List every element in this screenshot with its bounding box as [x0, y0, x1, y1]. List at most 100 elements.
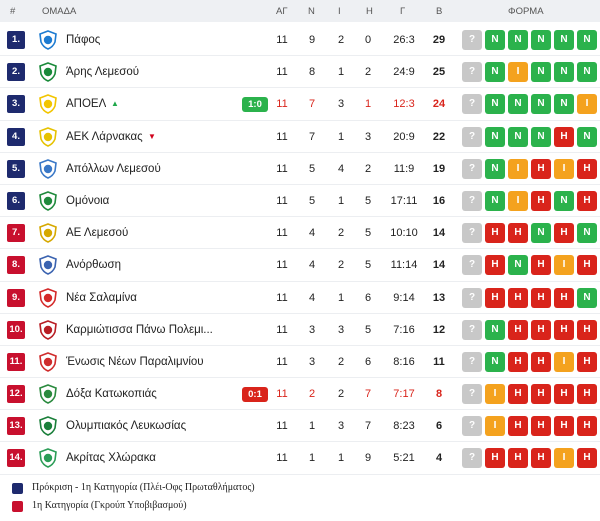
next-match-badge[interactable]: ? — [462, 255, 482, 276]
form-result-badge[interactable]: H — [554, 416, 574, 437]
form-result-badge[interactable]: N — [577, 126, 597, 147]
form-result-badge[interactable]: N — [554, 94, 574, 115]
form-result-badge[interactable]: N — [508, 255, 528, 276]
team-name[interactable]: Άρης Λεμεσού — [66, 66, 140, 79]
form-result-badge[interactable]: H — [508, 223, 528, 244]
form-result-badge[interactable]: H — [485, 255, 505, 276]
next-match-badge[interactable]: ? — [462, 351, 482, 372]
header-team[interactable]: ΟΜΑΔΑ — [42, 6, 77, 17]
table-row[interactable]: 4. ΑΕΚ Λάρνακας ▼ 11 7 1 3 20:9 22? N N N H N — [0, 121, 600, 153]
table-row[interactable]: 1. Πάφος 11 9 2 0 26:3 29? N N N N N — [0, 24, 600, 57]
form-result-badge[interactable]: N — [485, 319, 505, 340]
form-result-badge[interactable]: I — [577, 94, 597, 115]
header-draws[interactable]: Ι — [338, 6, 341, 17]
form-result-badge[interactable]: N — [485, 62, 505, 83]
live-score-badge[interactable]: 1:0 — [242, 97, 268, 113]
form-result-badge[interactable]: I — [508, 62, 528, 83]
live-score-badge[interactable]: 0:1 — [242, 387, 268, 403]
form-result-badge[interactable]: H — [531, 319, 551, 340]
form-result-badge[interactable]: H — [531, 287, 551, 308]
next-match-badge[interactable]: ? — [462, 126, 482, 147]
form-result-badge[interactable]: H — [554, 287, 574, 308]
next-match-badge[interactable]: ? — [462, 62, 482, 83]
next-match-badge[interactable]: ? — [462, 384, 482, 405]
table-row[interactable]: 11. Ένωσις Νέων Παραλιμνίου 11 3 2 6 8:16 11? N H… — [0, 346, 600, 379]
form-result-badge[interactable]: H — [577, 190, 597, 211]
next-match-badge[interactable]: ? — [462, 190, 482, 211]
form-result-badge[interactable]: I — [508, 158, 528, 179]
table-row[interactable]: 9. Νέα Σαλαμίνα 11 4 1 6 9:14 13? H H H H N — [0, 282, 600, 314]
form-result-badge[interactable]: N — [485, 158, 505, 179]
form-result-badge[interactable]: H — [577, 319, 597, 340]
form-result-badge[interactable]: H — [485, 223, 505, 244]
next-match-badge[interactable]: ? — [462, 448, 482, 469]
form-result-badge[interactable]: N — [554, 190, 574, 211]
table-row[interactable]: 5. Απόλλων Λεμεσού 11 5 4 2 11:9 19? N I H I H — [0, 153, 600, 185]
form-result-badge[interactable]: H — [508, 319, 528, 340]
form-result-badge[interactable]: N — [554, 62, 574, 83]
form-result-badge[interactable]: H — [531, 158, 551, 179]
form-result-badge[interactable]: N — [485, 30, 505, 50]
next-match-badge[interactable]: ? — [462, 30, 482, 50]
header-played[interactable]: ΑΓ — [276, 6, 288, 17]
team-name[interactable]: Πάφος — [66, 34, 101, 46]
team-name[interactable]: Απόλλων Λεμεσού — [66, 162, 161, 175]
next-match-badge[interactable]: ? — [462, 416, 482, 437]
form-result-badge[interactable]: H — [531, 448, 551, 469]
team-name[interactable]: Ολυμπιακός Λευκωσίας — [66, 420, 187, 433]
form-result-badge[interactable]: H — [531, 255, 551, 276]
header-losses[interactable]: Η — [366, 6, 373, 17]
form-result-badge[interactable]: I — [508, 190, 528, 211]
table-row[interactable]: 7. ΑΕ Λεμεσού 11 4 2 5 10:10 14? H H N H N — [0, 217, 600, 250]
form-result-badge[interactable]: N — [554, 30, 574, 50]
next-match-badge[interactable]: ? — [462, 287, 482, 308]
form-result-badge[interactable]: H — [577, 384, 597, 405]
form-result-badge[interactable]: N — [531, 62, 551, 83]
form-result-badge[interactable]: N — [531, 30, 551, 50]
next-match-badge[interactable]: ? — [462, 223, 482, 244]
team-name[interactable]: ΑΕΚ Λάρνακας — [66, 130, 143, 143]
form-result-badge[interactable]: I — [554, 351, 574, 372]
form-result-badge[interactable]: H — [554, 319, 574, 340]
form-result-badge[interactable]: N — [531, 94, 551, 115]
form-result-badge[interactable]: I — [485, 384, 505, 405]
form-result-badge[interactable]: H — [554, 384, 574, 405]
table-row[interactable]: 13. Ολυμπιακός Λευκωσίας 11 1 3 7 8:23 6? I H H H H — [0, 410, 600, 443]
team-name[interactable]: Ένωσις Νέων Παραλιμνίου — [66, 355, 204, 368]
form-result-badge[interactable]: H — [577, 416, 597, 437]
form-result-badge[interactable]: H — [577, 255, 597, 276]
table-row[interactable]: 6. Ομόνοια 11 5 1 5 17:11 16? N I H N H — [0, 185, 600, 218]
form-result-badge[interactable]: H — [508, 416, 528, 437]
table-row[interactable]: 12. Δόξα Κατωκοπιάς 0:1 11 2 2 7 7:17 8? I H H H H — [0, 378, 600, 411]
form-result-badge[interactable]: H — [531, 416, 551, 437]
team-name[interactable]: Ομόνοια — [66, 194, 110, 207]
form-result-badge[interactable]: I — [554, 255, 574, 276]
form-result-badge[interactable]: H — [508, 287, 528, 308]
next-match-badge[interactable]: ? — [462, 319, 482, 340]
form-result-badge[interactable]: H — [508, 384, 528, 405]
form-result-badge[interactable]: N — [485, 351, 505, 372]
table-row[interactable]: 8. Ανόρθωση 11 4 2 5 11:14 14? H N H I H — [0, 249, 600, 282]
team-name[interactable]: Νέα Σαλαμίνα — [66, 291, 137, 304]
form-result-badge[interactable]: N — [508, 94, 528, 115]
form-result-badge[interactable]: N — [485, 94, 505, 115]
form-result-badge[interactable]: H — [577, 351, 597, 372]
form-result-badge[interactable]: N — [508, 30, 528, 50]
form-result-badge[interactable]: N — [577, 223, 597, 244]
form-result-badge[interactable]: H — [485, 448, 505, 469]
team-name[interactable]: Ακρίτας Χλώρακα — [66, 452, 156, 465]
team-name[interactable]: ΑΠΟΕΛ — [66, 98, 107, 111]
form-result-badge[interactable]: H — [531, 190, 551, 211]
team-name[interactable]: Ανόρθωση — [66, 259, 122, 272]
form-result-badge[interactable]: H — [554, 126, 574, 147]
next-match-badge[interactable]: ? — [462, 158, 482, 179]
form-result-badge[interactable]: I — [554, 158, 574, 179]
form-result-badge[interactable]: H — [508, 448, 528, 469]
form-result-badge[interactable]: N — [485, 126, 505, 147]
form-result-badge[interactable]: I — [485, 416, 505, 437]
form-result-badge[interactable]: H — [577, 448, 597, 469]
form-result-badge[interactable]: N — [531, 126, 551, 147]
form-result-badge[interactable]: I — [554, 448, 574, 469]
form-result-badge[interactable]: N — [485, 190, 505, 211]
form-result-badge[interactable]: N — [577, 30, 597, 50]
